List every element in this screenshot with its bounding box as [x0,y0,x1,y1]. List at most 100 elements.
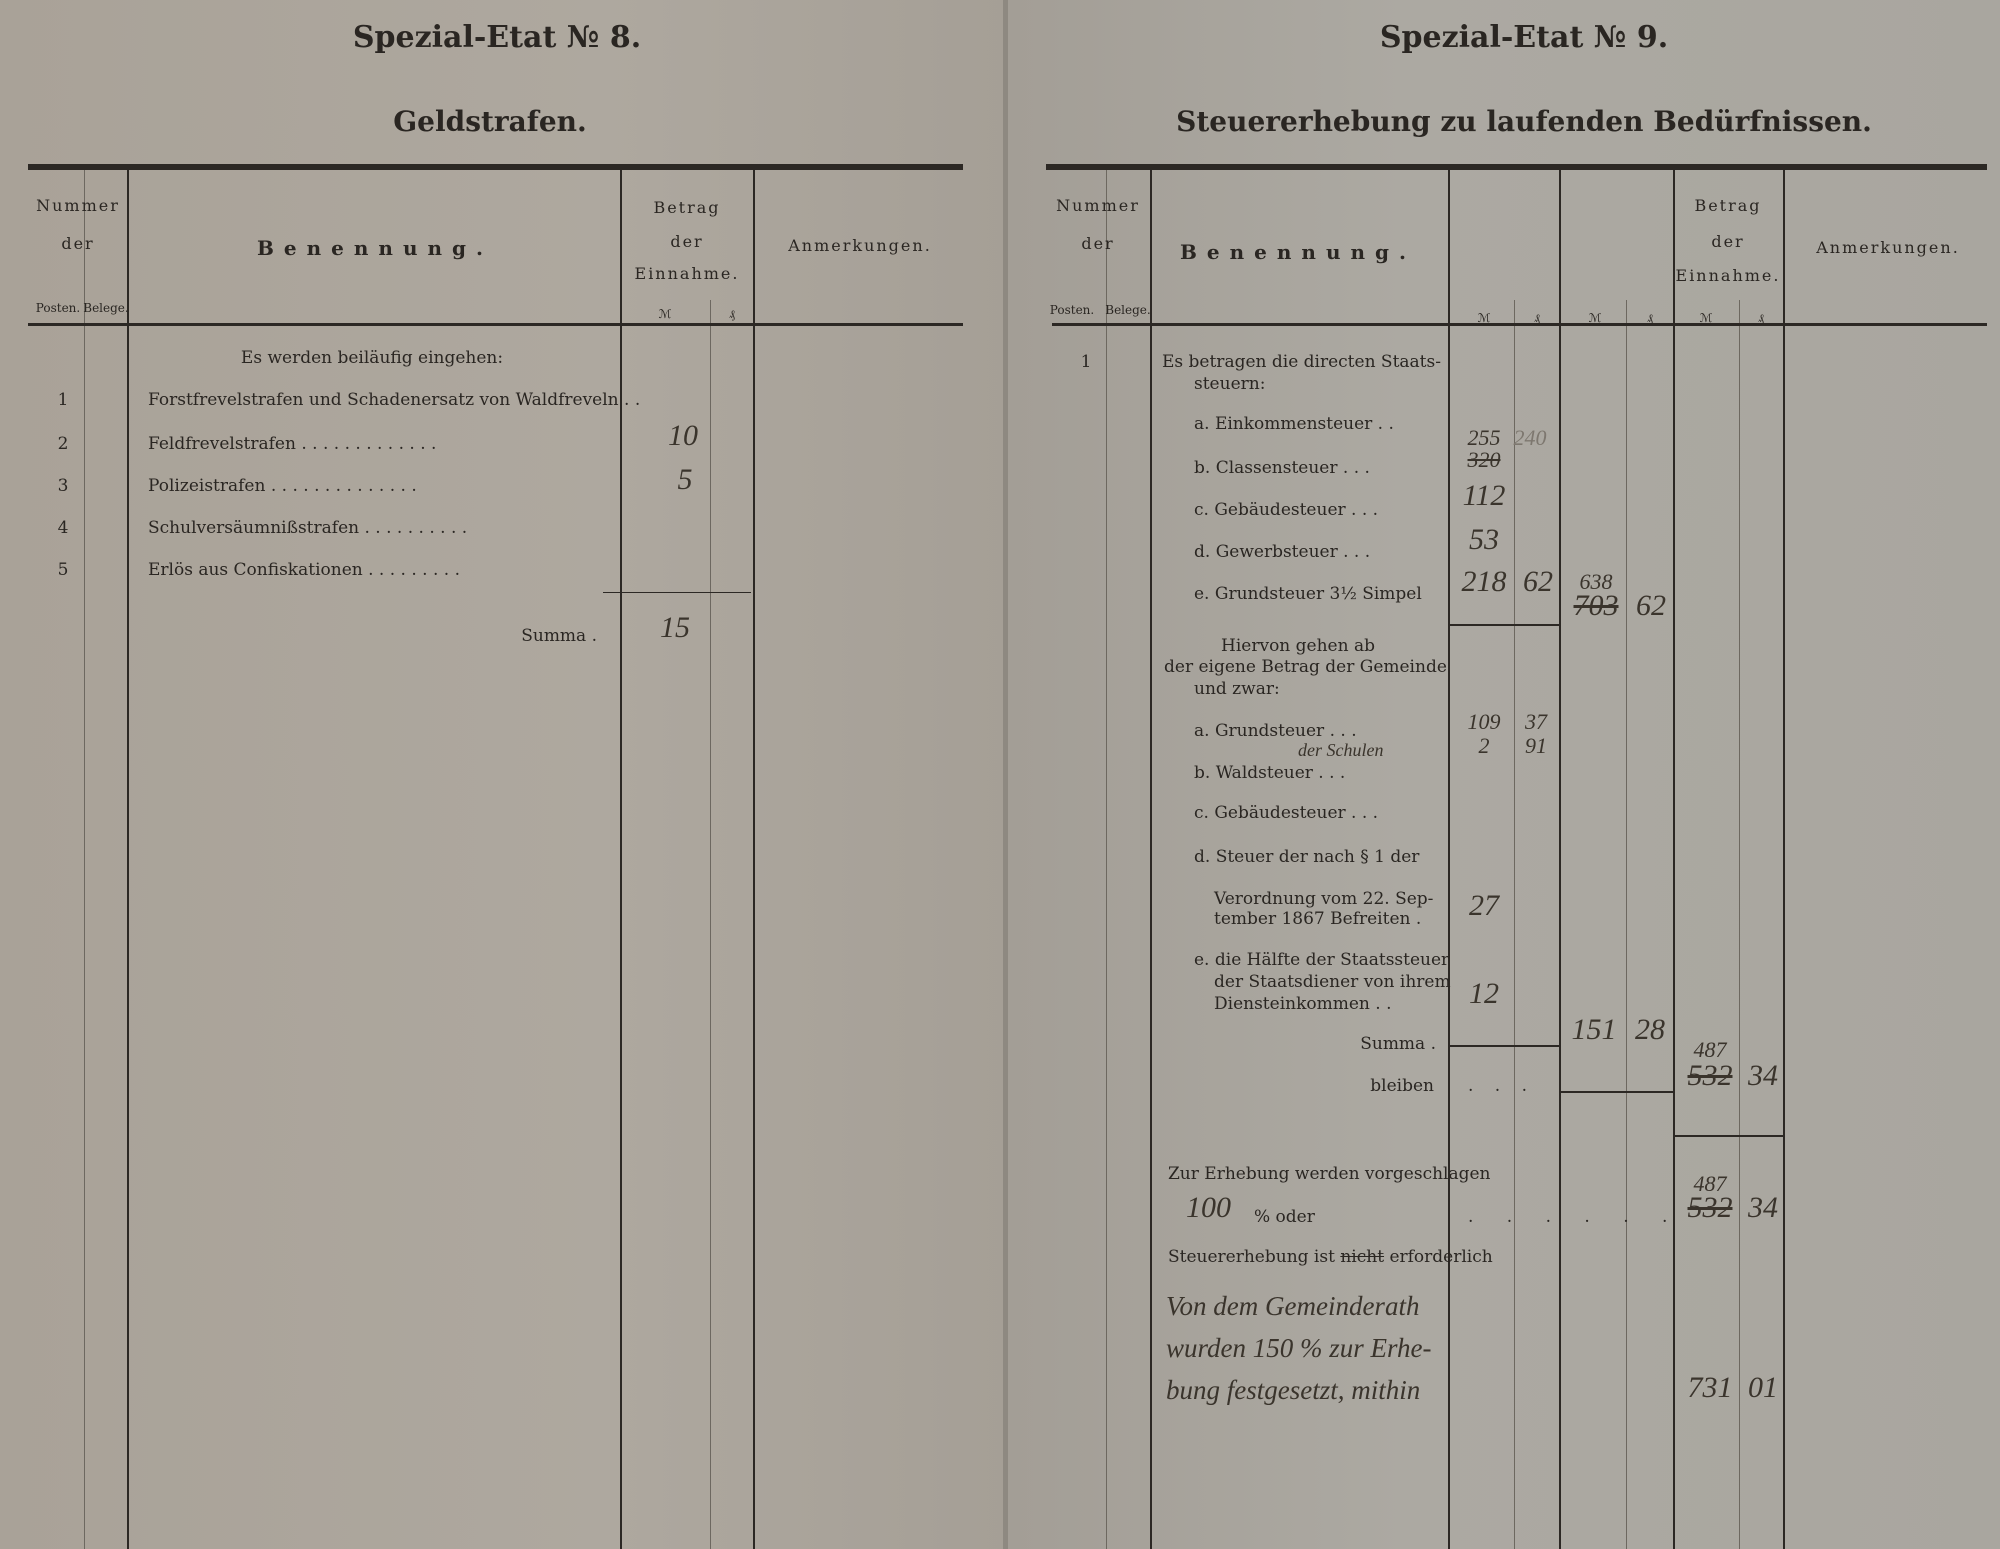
header-anmerkungen: Anmerkungen. [1816,238,1960,257]
header-pfennig: ₰ [1647,311,1653,325]
column-divider [1626,300,1627,1549]
bleiben-label: bleiben [1370,1076,1434,1096]
summa-label: Summa . [1360,1034,1436,1054]
left-title: Spezial-Etat № 8. [352,20,642,55]
tax-label: c. Gebäudesteuer . . . [1194,500,1379,520]
deduction-line: e. die Hälfte der Staatssteuer [1194,950,1450,970]
summa-label: Summa . [521,626,597,646]
bleiben-amount-pf: 34 [1748,1059,1778,1092]
header-mark: ℳ [1477,311,1491,325]
tax-label: e. Grundsteuer 3½ Simpel [1194,584,1422,604]
column-divider [1739,300,1740,1549]
summa-amount: 151 [1571,1013,1617,1046]
right-subtitle: Steuererhebung zu laufenden Bedürfnissen… [1176,105,1872,138]
book-gutter [1003,0,1009,1549]
deduction-label: d. Steuer der nach § 1 der [1194,847,1420,867]
tax-label: a. Einkommensteuer . . [1194,414,1394,434]
deduction-line: tember 1867 Befreiten . [1214,909,1422,929]
header-der: der [61,234,95,253]
tax-amount-pf: 240 [1513,425,1547,450]
column-divider [710,300,711,1549]
deduction-label: b. Waldsteuer . . . [1194,763,1346,783]
column-divider [1783,170,1785,1549]
deduction-label: a. Grundsteuer . . . [1194,721,1357,741]
header-pfennig: ₰ [1758,311,1764,325]
header-mark: ℳ [1699,311,1713,325]
percent-label: % oder [1254,1207,1315,1227]
deduction-amount: 109 [1467,709,1501,734]
deduction-label: c. Gebäudesteuer . . . [1194,803,1379,823]
tax-amount: 112 [1462,479,1506,512]
sum-rule [1450,624,1560,626]
header-einnahme: Einnahme. [1675,266,1781,285]
header-pfennig: ₰ [729,307,735,321]
row-amount: 10 [668,419,698,452]
deduct-line: und zwar: [1194,679,1280,699]
deduction-amount-pf: 37 [1525,709,1547,734]
sum-rule [603,592,751,593]
top-rule [1046,164,1987,170]
column-divider [1448,170,1450,1549]
percent-value: 100 [1186,1191,1231,1224]
handwritten-note-line: wurden 150 % zur Erhe- [1166,1333,1432,1363]
total-amount: 638 [1579,569,1613,594]
header-benennung: Benennung. [256,236,494,260]
tax-label: b. Classensteuer . . . [1194,458,1370,478]
row-label: Erlös aus Confiskationen . . . . . . . .… [148,560,460,580]
bleiben-amount-struck: 532 [1687,1059,1733,1092]
header-belege: Belege. [1105,303,1151,317]
row-label: Forstfrevelstrafen und Schadenersatz von… [148,390,641,410]
deduction-amount: 12 [1469,977,1499,1010]
vorschlag-amount-pf: 34 [1748,1191,1778,1224]
handwritten-note: der Schulen [1298,740,1384,760]
sum-rule [1450,1045,1560,1047]
tax-amount: 53 [1469,523,1499,556]
intro-line: Es betragen die directen Staats- [1162,352,1441,372]
header-posten: Posten. [35,301,81,315]
column-divider [1514,300,1515,1549]
right-page: Spezial-Etat № 9. Steuererhebung zu lauf… [1008,0,2000,1549]
header-mark: ℳ [1588,311,1602,325]
header-betrag-der: der [1711,232,1745,251]
column-divider [1559,170,1561,1549]
header-rule [28,323,963,326]
header-pfennig: ₰ [1534,311,1540,325]
column-divider [753,170,755,1549]
tax-amount-pf: 62 [1523,565,1553,598]
deduction-line: Diensteinkommen . . [1214,994,1392,1014]
posten-number: 1 [1080,352,1092,372]
header-der: der [1081,234,1115,253]
header-nummer: Nummer [36,196,120,215]
total-amount-struck: 703 [1573,589,1619,622]
sum-rule [1561,1091,1673,1093]
summa-amount-pf: 28 [1635,1013,1665,1046]
header-posten: Posten. [1049,303,1095,317]
tax-amount: 255 [1467,425,1501,450]
column-divider [1673,170,1675,1549]
header-belege: Belege. [83,301,129,315]
tax-amount-struck: 320 [1467,447,1501,472]
percent-dots: . . . . . . [1468,1207,1682,1227]
row-number: 4 [57,518,69,538]
row-number: 2 [57,434,69,454]
vorschlag-amount: 487 [1693,1171,1727,1196]
row-number: 3 [57,476,69,496]
bleiben-amount: 487 [1693,1037,1727,1062]
intro-line: steuern: [1194,374,1266,394]
header-betrag: Betrag [1694,196,1762,215]
column-divider [127,170,129,1549]
header-einnahme: Einnahme. [634,264,740,283]
row-number: 5 [57,560,69,580]
top-rule [28,164,963,170]
header-nummer: Nummer [1056,196,1140,215]
right-title: Spezial-Etat № 9. [1379,20,1669,55]
tax-amount: 218 [1461,565,1507,598]
header-betrag-der: der [670,232,704,251]
left-subtitle: Geldstrafen. [393,105,587,138]
row-amount: 5 [677,463,693,496]
note-amount-pf: 01 [1748,1371,1778,1404]
nicht-struck: nicht [1340,1247,1385,1267]
column-divider [620,170,622,1549]
handwritten-note-line: Von dem Gemeinderath [1166,1291,1420,1321]
header-betrag: Betrag [653,198,721,217]
